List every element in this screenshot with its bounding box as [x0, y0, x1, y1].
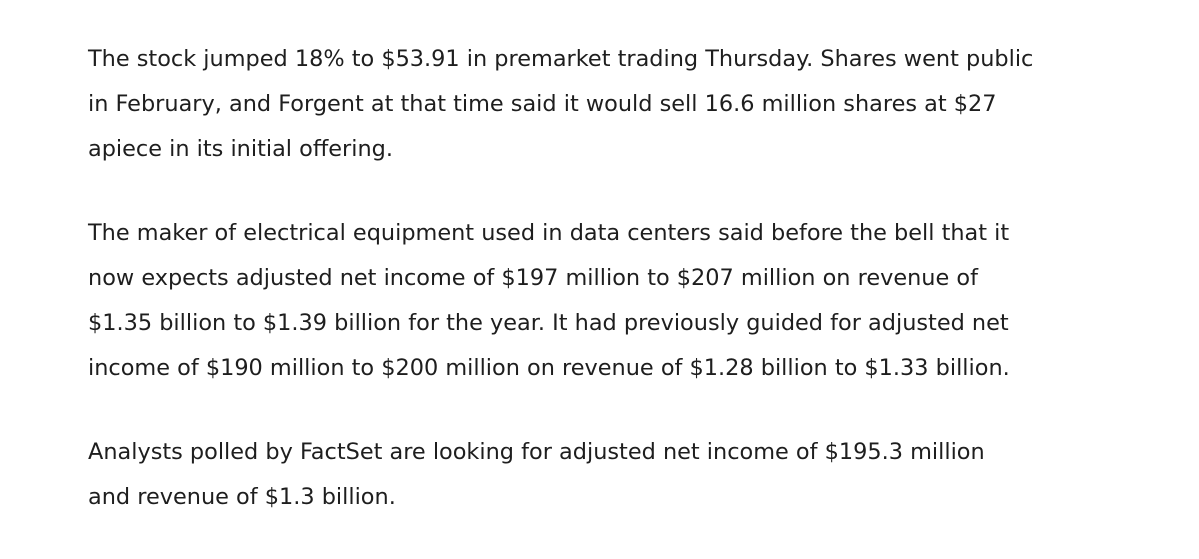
text-line: The maker of electrical equipment used i…	[88, 220, 1010, 246]
article-body: The stock jumped 18% to $53.91 in premar…	[88, 37, 1188, 559]
text-line: $1.35 billion to $1.39 billion for the y…	[88, 310, 1009, 336]
text-line: Analysts polled by FactSet are looking f…	[88, 439, 985, 465]
paragraph: The stock jumped 18% to $53.91 in premar…	[88, 37, 1188, 172]
text-line: and revenue of $1.3 billion.	[88, 484, 396, 510]
paragraph: Analysts polled by FactSet are looking f…	[88, 430, 1188, 520]
page: The stock jumped 18% to $53.91 in premar…	[88, 46, 1034, 510]
paragraph: The maker of electrical equipment used i…	[88, 211, 1188, 391]
text-line: in February, and Forgent at that time sa…	[88, 91, 997, 117]
text-line: The stock jumped 18% to $53.91 in premar…	[88, 46, 1034, 72]
text-line: now expects adjusted net income of $197 …	[88, 265, 978, 291]
text-line: apiece in its initial offering.	[88, 136, 393, 162]
text-line: income of $190 million to $200 million o…	[88, 355, 1010, 381]
